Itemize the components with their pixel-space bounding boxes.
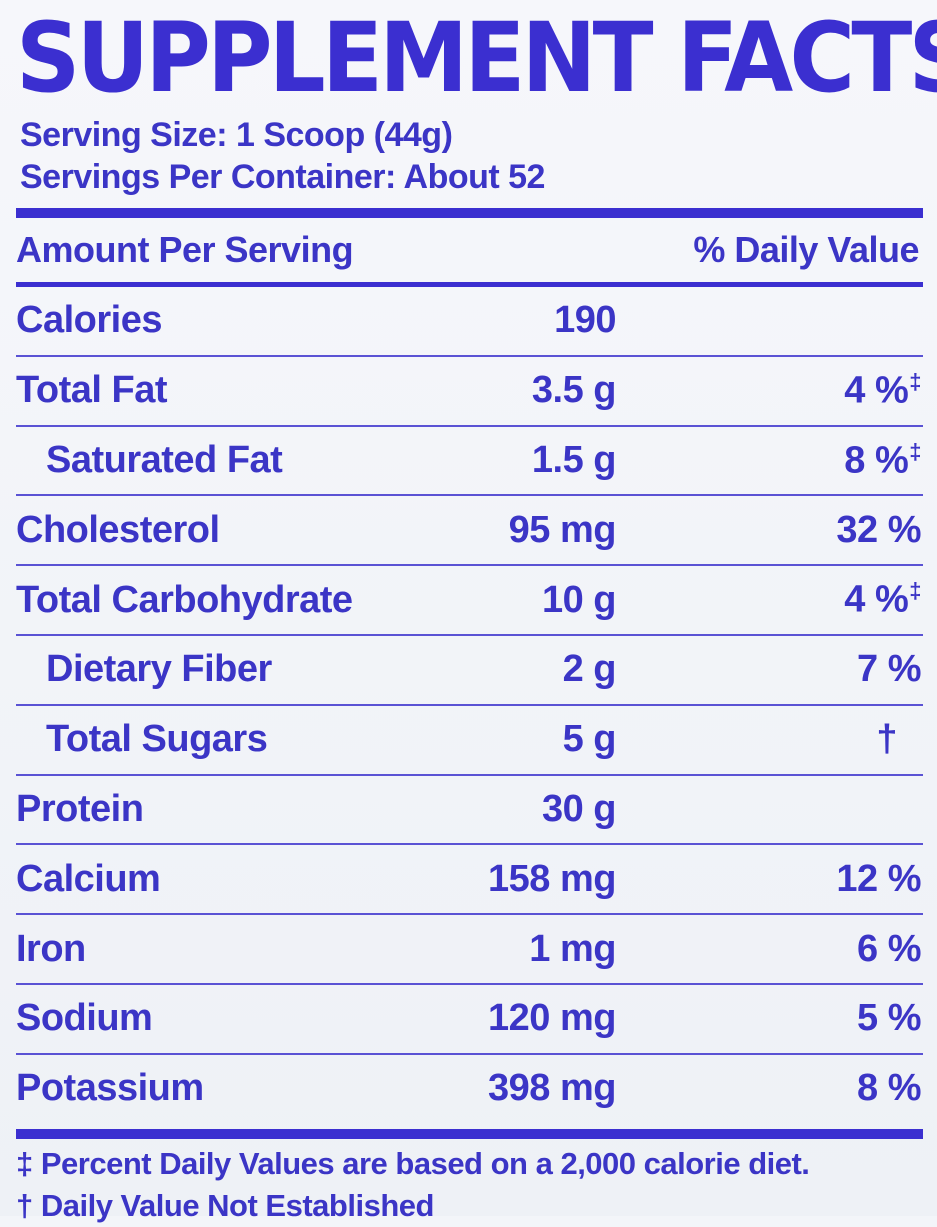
daily-value-text: 12 %: [836, 857, 921, 900]
nutrient-row: Potassium 398 mg 8 %: [16, 1055, 923, 1123]
nutrient-row: Protein 30 g: [16, 776, 923, 846]
nutrient-amount: 120 mg: [488, 997, 616, 1040]
serving-info: Serving Size: 1 Scoop (44g) Servings Per…: [20, 114, 923, 198]
nutrient-name: Sodium: [16, 997, 153, 1040]
daily-value-text: 7 %: [857, 648, 921, 691]
footnote-symbol: ‡: [909, 368, 921, 394]
nutrient-amount: 3.5 g: [531, 369, 617, 412]
footnote-symbol: ‡: [909, 578, 921, 604]
nutrient-name: Saturated Fat: [46, 438, 283, 481]
nutrient-amount: 10 g: [541, 578, 617, 621]
nutrient-daily-value: 5 %: [616, 997, 923, 1040]
nutrient-amount: 158 mg: [488, 857, 616, 900]
nutrient-name: Total Sugars: [46, 718, 268, 761]
nutrient-daily-value: 4 %‡: [616, 369, 923, 413]
nutrient-amount: 30 g: [541, 787, 617, 830]
daily-value-text: 6 %: [857, 927, 921, 970]
nutrient-name: Iron: [16, 927, 86, 970]
nutrient-name: Dietary Fiber: [46, 648, 272, 691]
nutrient-amount: 398 mg: [488, 1067, 616, 1110]
footnote-percent-daily: ‡ Percent Daily Values are based on a 2,…: [16, 1145, 810, 1181]
daily-value-text: 5 %: [857, 997, 921, 1040]
nutrient-amount: 1.5 g: [531, 438, 617, 481]
servings-per-container: Servings Per Container: About 52: [20, 158, 545, 196]
daily-value-text: 8 %: [844, 439, 909, 482]
nutrient-row: Cholesterol 95 mg 32 %: [16, 496, 923, 567]
nutrient-name: Protein: [16, 787, 144, 830]
nutrient-row: Dietary Fiber 2 g 7 %: [16, 636, 923, 706]
header-divider: [16, 282, 923, 287]
nutrient-amount: 95 mg: [508, 508, 617, 551]
nutrient-daily-value: 6 %: [616, 928, 923, 971]
bottom-divider: [16, 1128, 923, 1139]
nutrient-daily-value: 12 %: [616, 858, 923, 901]
daily-value-text: 32 %: [836, 508, 921, 551]
nutrient-name: Total Carbohydrate: [16, 578, 353, 621]
daily-value-text: 4 %: [844, 578, 909, 621]
nutrient-amount: 190: [554, 299, 616, 342]
nutrient-daily-value: 4 %‡: [616, 578, 923, 622]
nutrient-row: Calories 190: [16, 287, 923, 357]
footnotes: ‡ Percent Daily Values are based on a 2,…: [16, 1139, 923, 1227]
nutrient-daily-value: 8 %: [616, 1067, 923, 1110]
column-header: Amount Per Serving % Daily Value: [16, 218, 923, 282]
panel-title: SUPPLEMENT FACTS: [16, 2, 937, 114]
nutrient-row: Iron 1 mg 6 %: [16, 915, 923, 985]
footnote-not-established: † Daily Value Not Established: [16, 1187, 434, 1223]
daily-value-text: 8 %: [857, 1067, 921, 1110]
serving-size: Serving Size: 1 Scoop (44g): [20, 116, 453, 154]
nutrient-name: Potassium: [16, 1067, 204, 1110]
nutrient-name: Calories: [16, 299, 162, 342]
nutrient-daily-value: †: [616, 718, 923, 761]
nutrient-daily-value: 32 %: [616, 509, 923, 552]
nutrient-name: Total Fat: [16, 369, 168, 412]
nutrient-row: Sodium 120 mg 5 %: [16, 985, 923, 1055]
nutrient-daily-value: 8 %‡: [616, 439, 923, 483]
nutrient-amount: 2 g: [562, 648, 617, 691]
nutrient-amount: 1 mg: [529, 927, 616, 970]
nutrient-name: Calcium: [16, 857, 161, 900]
nutrient-row: Total Sugars 5 g †: [16, 706, 923, 776]
amount-per-serving-header: Amount Per Serving: [16, 229, 354, 270]
top-divider: [16, 208, 923, 218]
daily-value-header: % Daily Value: [693, 229, 919, 270]
nutrient-daily-value: 7 %: [616, 648, 923, 691]
footnote-symbol: ‡: [909, 438, 921, 464]
nutrient-name: Cholesterol: [16, 508, 220, 551]
daily-value-text: 4 %: [844, 369, 909, 412]
nutrient-row: Calcium 158 mg 12 %: [16, 845, 923, 916]
nutrient-amount: 5 g: [562, 718, 617, 761]
daily-value-text: †: [876, 718, 897, 761]
